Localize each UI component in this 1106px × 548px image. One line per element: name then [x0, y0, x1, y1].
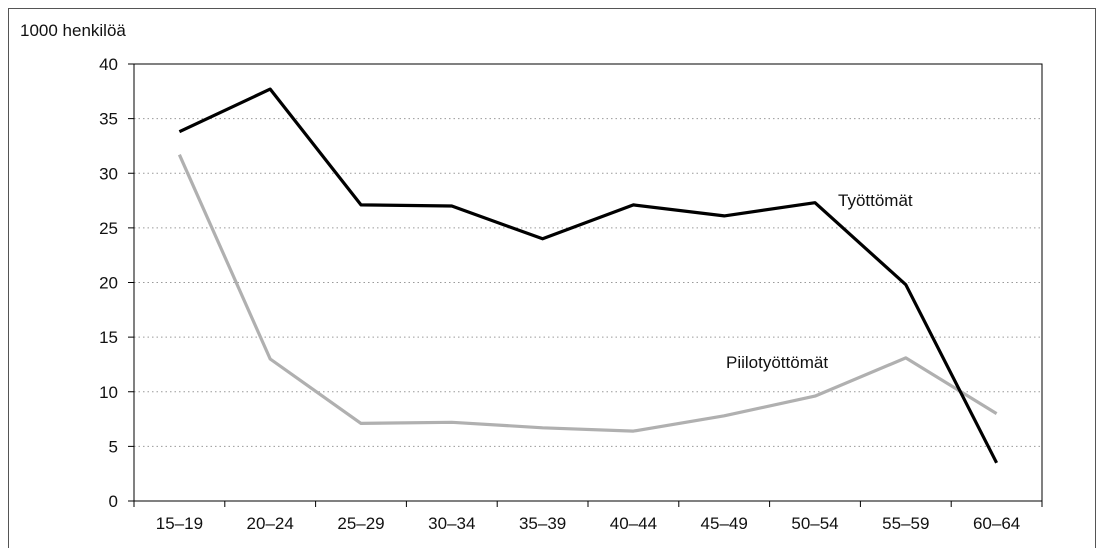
y-tick-label: 5	[109, 437, 118, 456]
series-label-piilotyottomat: Piilotyöttömät	[726, 353, 828, 372]
series-lines	[177, 87, 999, 464]
x-tick-label: 25–29	[337, 514, 384, 533]
x-tick-label: 20–24	[247, 514, 294, 533]
x-tick-label: 60–64	[973, 514, 1020, 533]
x-tick-label: 15–19	[156, 514, 203, 533]
y-tick-label: 20	[99, 274, 118, 293]
y-tick-label: 35	[99, 110, 118, 129]
x-tick-label: 55–59	[882, 514, 929, 533]
axis-ticks: 0 5 10 15 20 25 30 35 40 15–19 20–24 25–29 30–34 35–3…	[99, 55, 1043, 533]
x-tick-label: 30–34	[428, 514, 475, 533]
x-tick-label: 45–49	[701, 514, 748, 533]
y-tick-label: 40	[99, 55, 118, 74]
y-tick-label: 15	[99, 328, 118, 347]
series-line-tyottomat	[178, 87, 999, 464]
x-tick-label: 40–44	[610, 514, 657, 533]
y-tick-label: 25	[99, 219, 118, 238]
series-label-tyottomat: Työttömät	[838, 191, 913, 210]
gridlines	[134, 118, 1042, 447]
y-axis-unit-label: 1000 henkilöä	[20, 21, 126, 40]
x-tick-label: 35–39	[519, 514, 566, 533]
series-line-piilotyottomat	[177, 154, 998, 433]
y-tick-label: 10	[99, 383, 118, 402]
chart-frame	[8, 8, 1096, 548]
x-tick-label: 50–54	[791, 514, 838, 533]
y-tick-label: 0	[109, 492, 118, 511]
y-tick-label: 30	[99, 164, 118, 183]
